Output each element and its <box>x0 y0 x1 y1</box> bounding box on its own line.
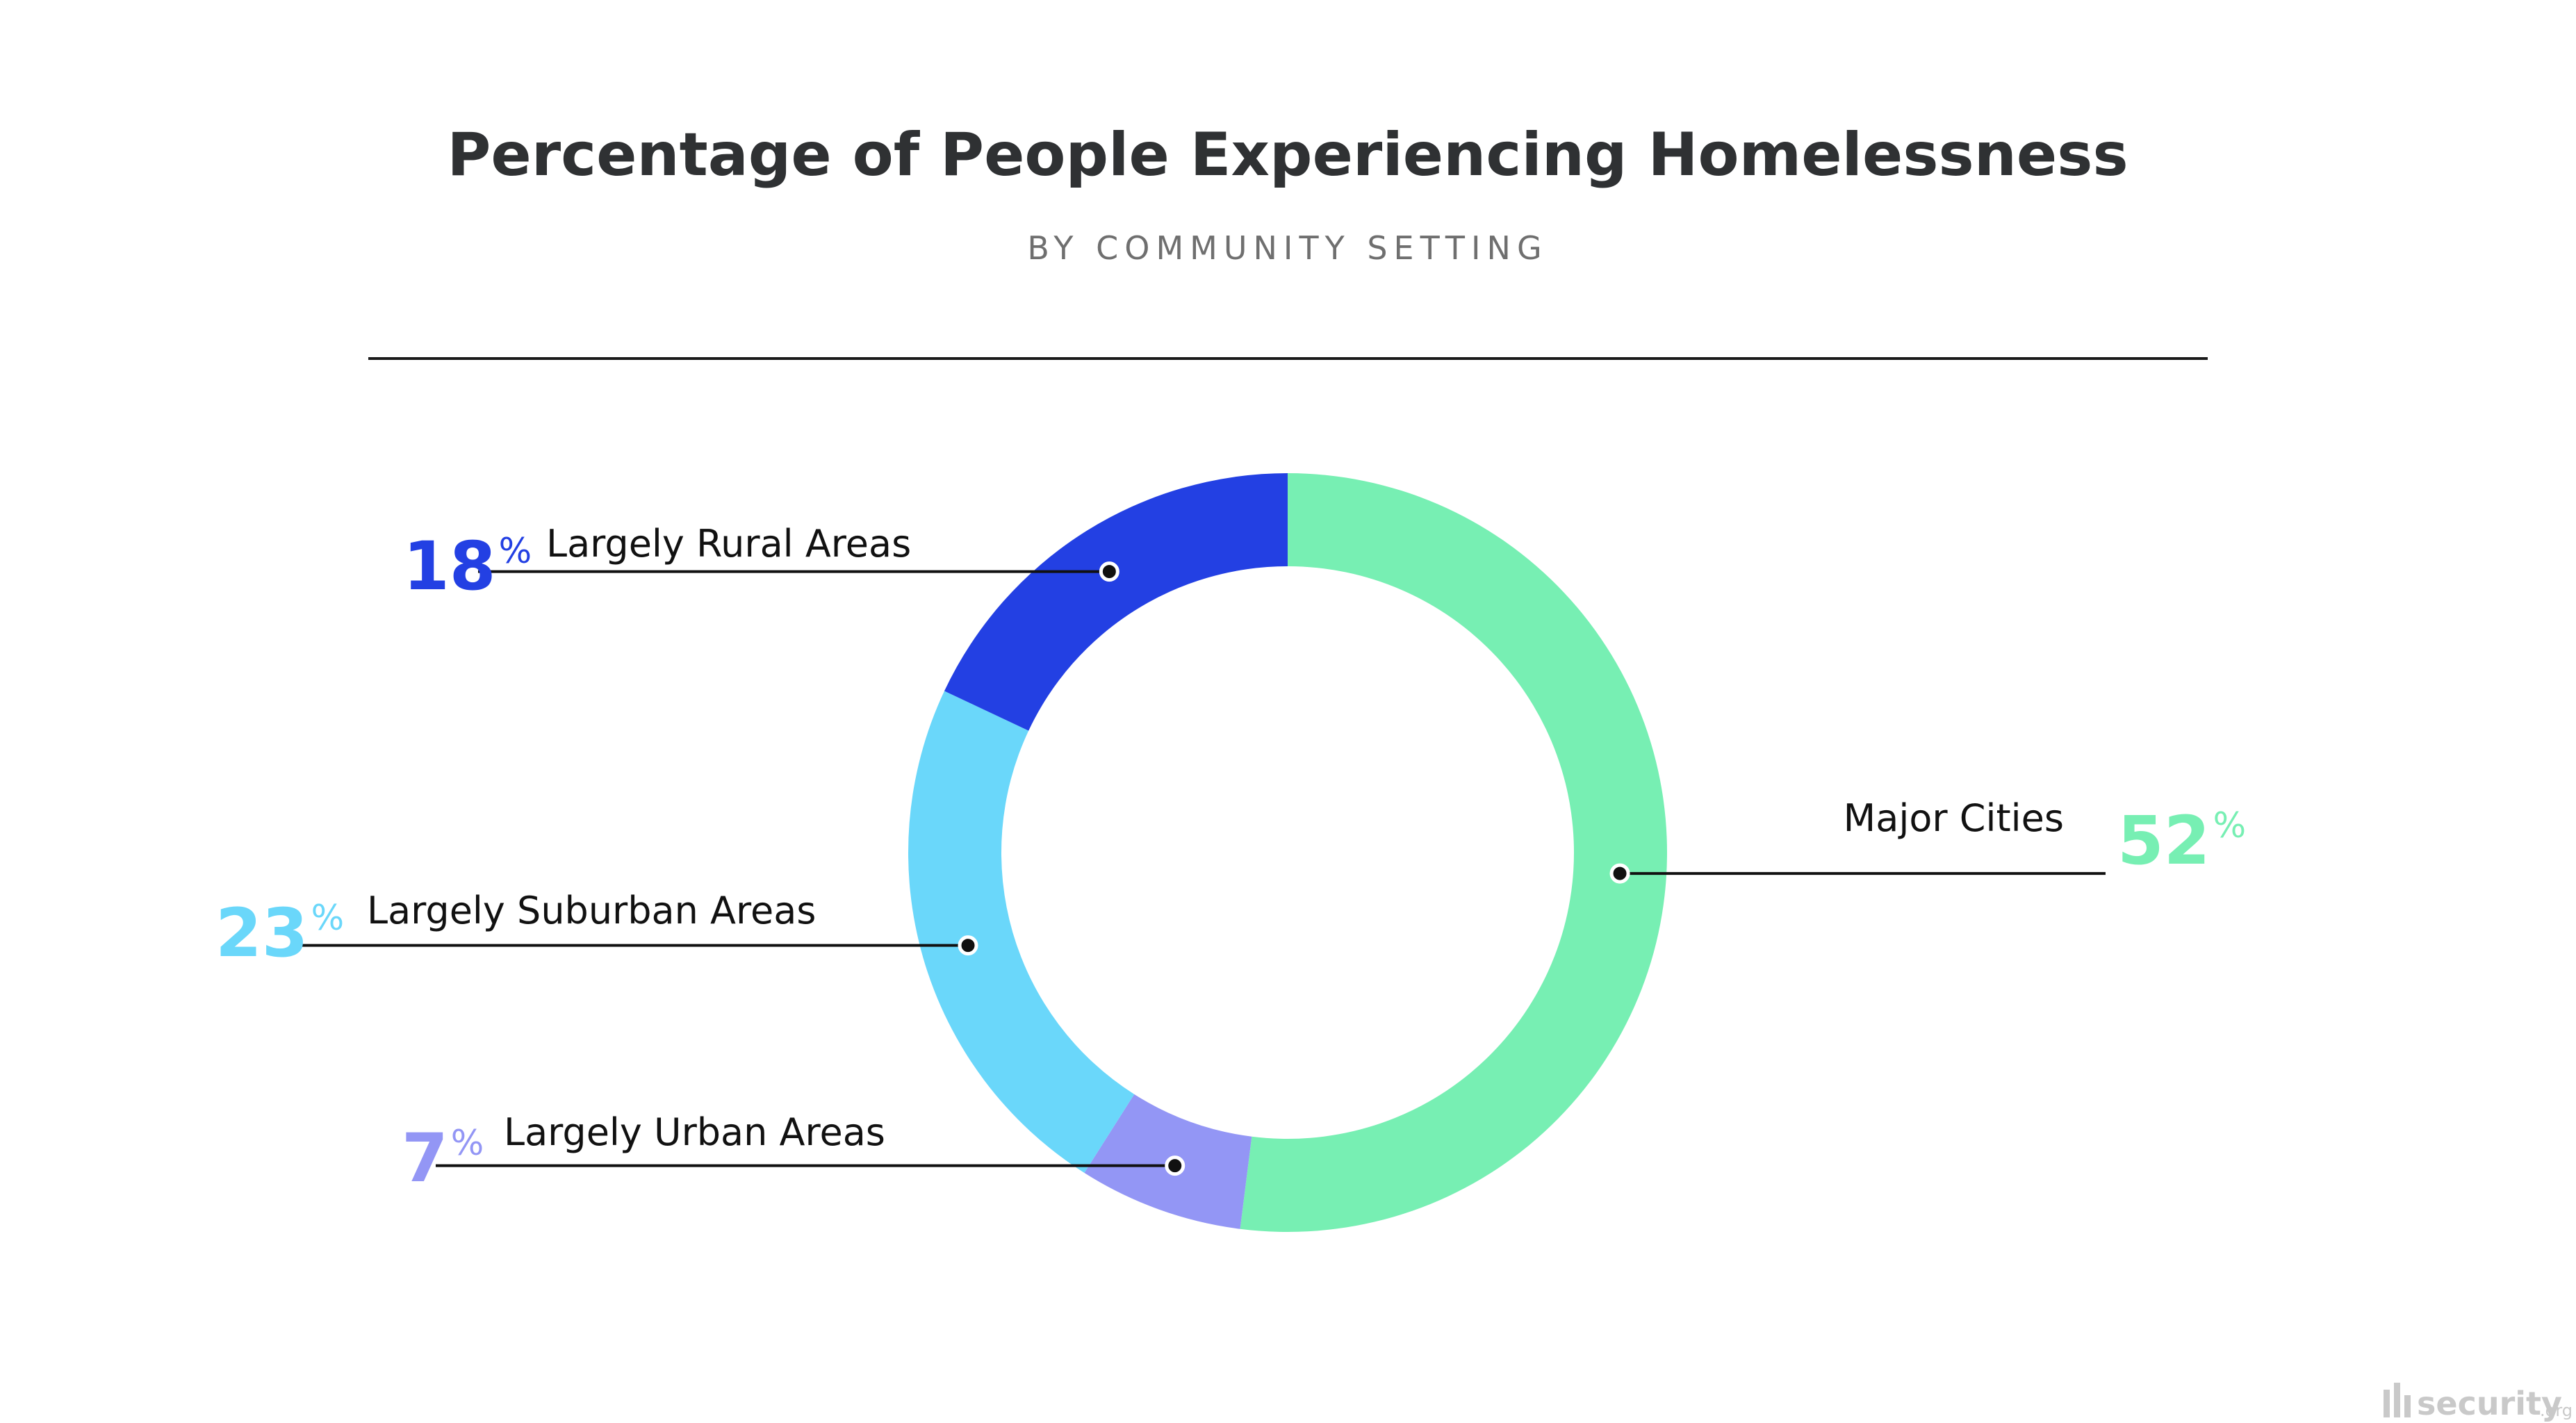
slice-label: Largely Suburban Areas <box>367 889 816 932</box>
slice-callouts: Major Cities 52%Largely Urban Areas7%Larg… <box>215 522 2246 1197</box>
slice-label: Largely Rural Areas <box>546 522 911 566</box>
leader-dot <box>1609 863 1630 884</box>
slice-percent-label: 18% <box>403 527 532 605</box>
slice-label: Largely Urban Areas <box>504 1110 885 1154</box>
donut-slice-major-cities <box>1240 473 1667 1232</box>
watermark-brand: security <box>2417 1385 2562 1422</box>
leader-dot <box>1099 561 1119 582</box>
slice-percent-label: 52% <box>2117 802 2246 880</box>
chart-subtitle: BY COMMUNITY SETTING <box>1027 229 1548 267</box>
callout-major-cities: Major Cities 52% <box>1609 796 2246 884</box>
slice-percent-label: 23% <box>215 894 344 972</box>
security-org-logo-icon <box>2384 1383 2411 1417</box>
callout-largely-urban-areas: Largely Urban Areas 7% <box>402 1110 1186 1197</box>
leader-dot <box>958 935 978 956</box>
callout-largely-suburban-areas: Largely Suburban Areas 23% <box>215 889 978 972</box>
donut-slice-largely-rural-areas <box>944 473 1288 731</box>
slice-label: Major Cities <box>1844 796 2064 840</box>
slice-percent-label: 7% <box>402 1119 484 1197</box>
donut-chart <box>908 473 1667 1232</box>
donut-slice-largely-suburban-areas <box>908 691 1135 1174</box>
watermark: security .org <box>2384 1383 2573 1422</box>
chart-title: Percentage of People Experiencing Homele… <box>447 120 2128 190</box>
watermark-suffix: .org <box>2540 1401 2573 1420</box>
leader-dot <box>1165 1155 1186 1176</box>
callout-largely-rural-areas: Largely Rural Areas 18% <box>403 522 1119 605</box>
